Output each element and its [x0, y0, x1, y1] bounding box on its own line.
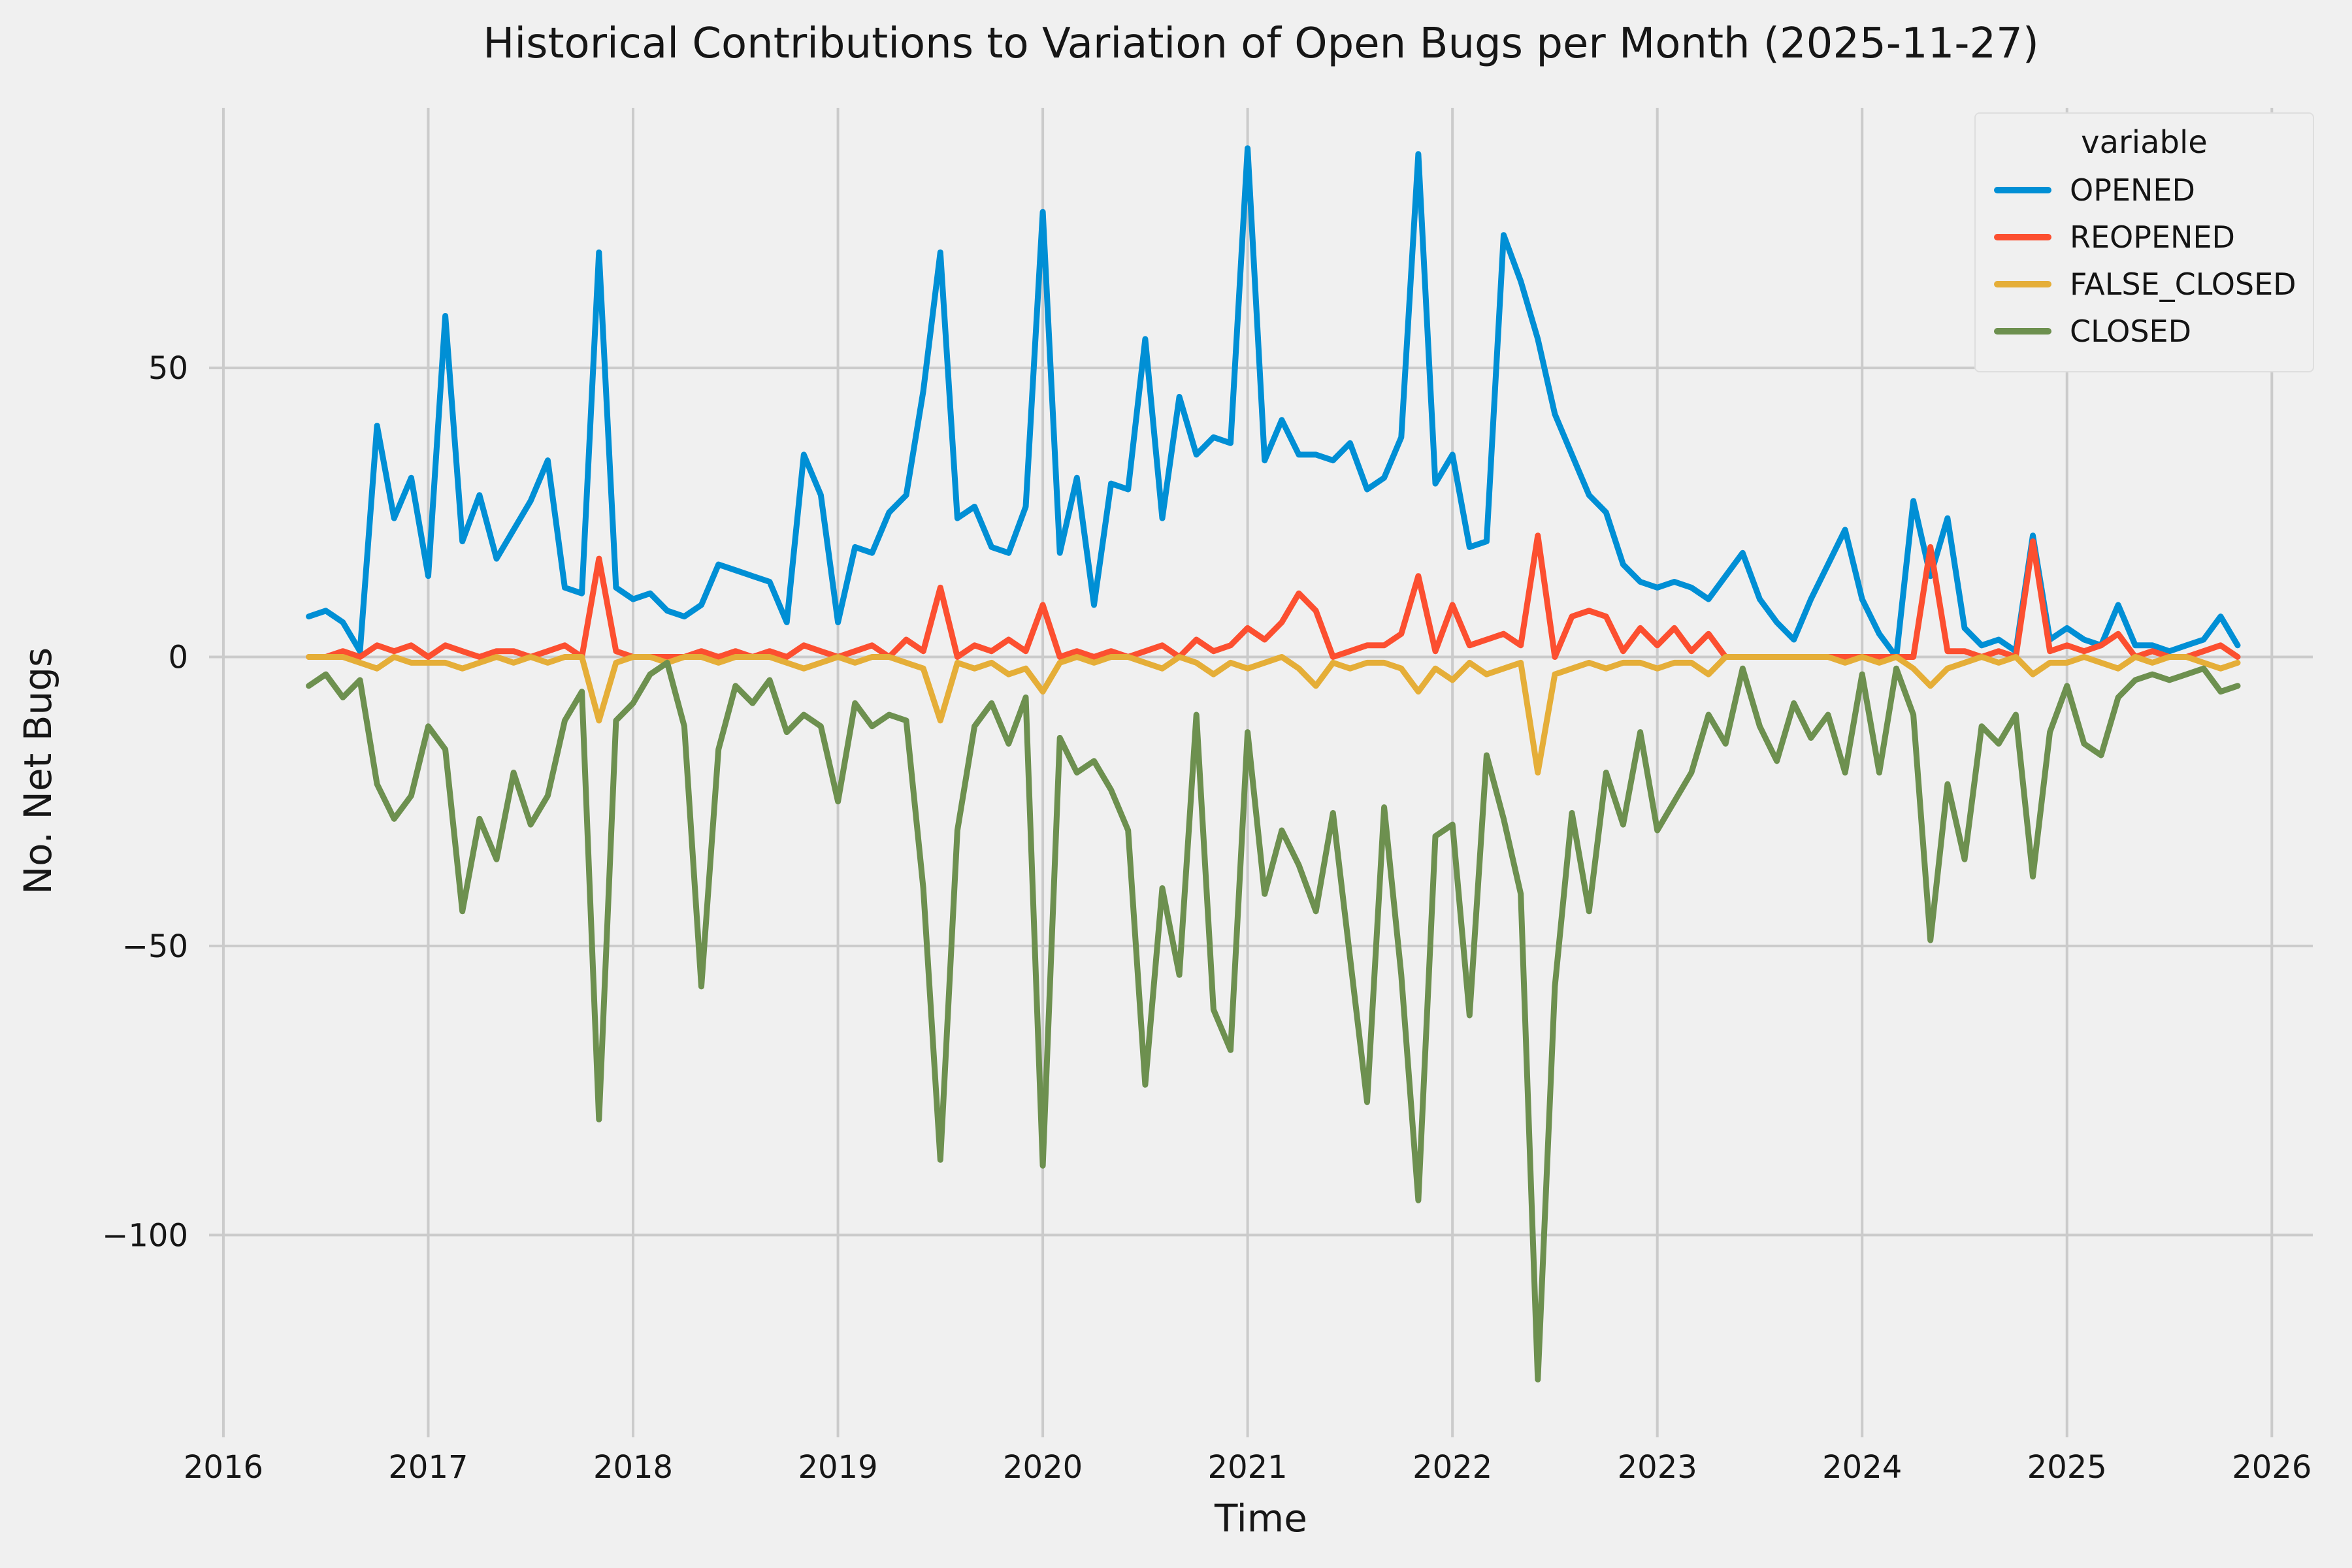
legend-label-opened: OPENED	[2070, 172, 2195, 208]
y-tick-label-0: 0	[168, 640, 188, 676]
x-tick-label-2019: 2019	[798, 1449, 877, 1486]
legend-label-false-closed: FALSE_CLOSED	[2070, 267, 2296, 302]
x-tick-label-2020: 2020	[1003, 1449, 1083, 1486]
legend-title: variable	[2081, 124, 2208, 161]
legend-item-false-closed: FALSE_CLOSED	[1994, 267, 2296, 302]
x-tick-label-2016: 2016	[184, 1449, 263, 1486]
legend-item-opened: OPENED	[1994, 172, 2295, 208]
reopened-line-swatch	[1994, 234, 2051, 240]
line-OPENED	[306, 145, 2241, 660]
x-tick-label-2026: 2026	[2232, 1449, 2311, 1486]
chart-title: Historical Contributions to Variation of…	[483, 20, 2039, 68]
legend-label-reopened: REOPENED	[2070, 220, 2235, 255]
line-FALSE_CLOSED	[306, 654, 2241, 776]
y-axis-label: No. Net Bugs	[16, 647, 60, 895]
opened-line-swatch	[1994, 187, 2051, 193]
y-tick-label-50: 50	[148, 350, 188, 387]
x-tick-label-2018: 2018	[593, 1449, 673, 1486]
line-CLOSED	[306, 659, 2241, 1382]
y-tick-label--50: −50	[122, 928, 188, 965]
x-axis-label: Time	[1215, 1496, 1307, 1541]
false-closed-line-swatch	[1994, 281, 2051, 287]
legend: variable OPENED REOPENED FALSE_CLOSED CL…	[1974, 112, 2314, 372]
legend-item-closed: CLOSED	[1994, 314, 2295, 349]
x-tick-label-2024: 2024	[1822, 1449, 1902, 1486]
x-tick-label-2022: 2022	[1413, 1449, 1492, 1486]
x-tick-label-2017: 2017	[388, 1449, 468, 1486]
x-tick-label-2023: 2023	[1618, 1449, 1697, 1486]
legend-label-closed: CLOSED	[2070, 314, 2191, 349]
line-REOPENED	[306, 532, 2241, 660]
closed-line-swatch	[1994, 328, 2051, 335]
x-tick-label-2025: 2025	[2027, 1449, 2107, 1486]
x-tick-label-2021: 2021	[1208, 1449, 1288, 1486]
y-tick-label--100: −100	[102, 1217, 188, 1254]
legend-item-reopened: REOPENED	[1994, 220, 2295, 255]
